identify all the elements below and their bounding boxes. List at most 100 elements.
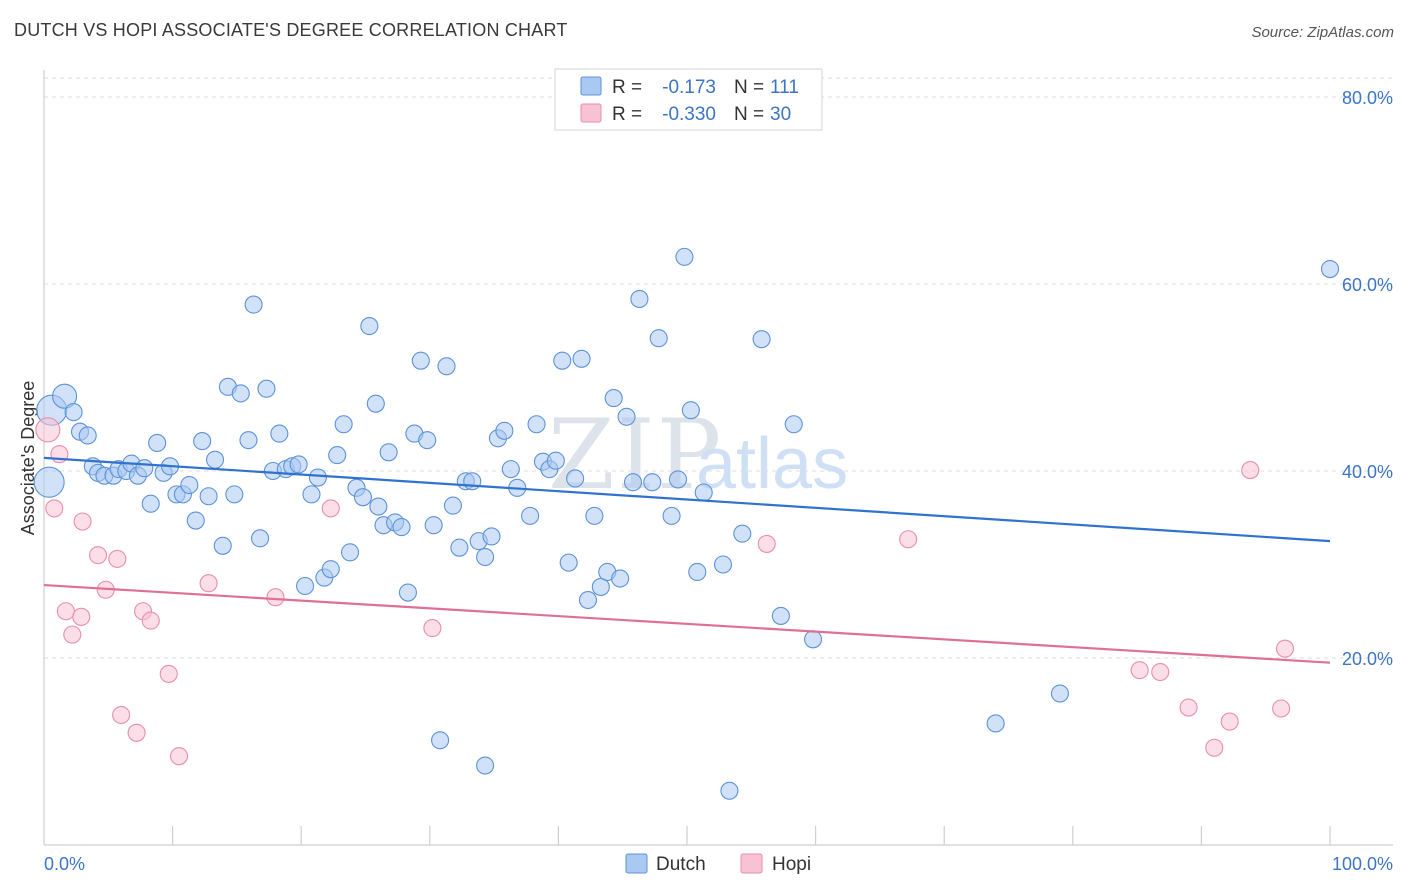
trendlines (43, 456, 1331, 664)
dutch-point (784, 415, 803, 434)
bottom-legend-swatch-hopi (740, 853, 763, 874)
dutch-point (713, 555, 733, 574)
legend-r-label-hopi: R = (612, 104, 642, 125)
dutch-point (681, 401, 700, 420)
y-tick-label-40: 40.0% (1342, 462, 1393, 482)
dutch-point (64, 403, 83, 422)
legend-r-value-hopi: -0.330 (662, 104, 716, 125)
hopi-point (899, 530, 918, 549)
dutch-point (623, 473, 643, 492)
dutch-point (353, 488, 372, 507)
dutch-point (675, 247, 694, 266)
hopi-point (266, 588, 285, 607)
dutch-point (585, 506, 604, 525)
hopi-point (1220, 712, 1239, 731)
dutch-point (250, 529, 270, 548)
watermark: ZIP atlas (548, 399, 848, 511)
dutch-point (662, 506, 681, 525)
dutch-point (688, 562, 707, 582)
x-ticks (172, 826, 1331, 845)
legend-r-label-dutch: R = (612, 77, 642, 98)
dutch-point (771, 606, 790, 625)
y-tick-label-20: 20.0% (1342, 649, 1393, 669)
hopi-point (321, 499, 340, 518)
dutch-point (379, 443, 398, 462)
hopi-point (1151, 662, 1170, 682)
y-axis-label: Associate's Degree (18, 381, 38, 536)
hopi-point (1241, 461, 1260, 480)
dutch-point (141, 494, 160, 513)
dutch-point (643, 473, 662, 492)
dutch-point (431, 731, 450, 750)
hopi-point (45, 499, 64, 518)
hopi-point (56, 602, 75, 621)
dutch-point (572, 349, 591, 368)
dutch-point (341, 543, 360, 562)
dutch-point (78, 426, 97, 445)
dutch-point (411, 351, 430, 370)
legend-swatch-hopi (580, 103, 602, 123)
legend: R = -0.173 N = 111 R = -0.330 N = 30 (554, 68, 823, 131)
source-label: Source: ZipAtlas.com (1251, 24, 1394, 41)
y-tick-label-60: 60.0% (1342, 275, 1393, 295)
dutch-point (527, 415, 546, 434)
dutch-point (418, 431, 437, 450)
series-dutch (33, 247, 1340, 800)
bottom-legend: Dutch Hopi (625, 853, 811, 875)
dutch-point (257, 379, 276, 398)
dutch-point (437, 357, 456, 376)
hopi-point (159, 664, 178, 683)
dutch-point (369, 497, 388, 516)
dutch-point (424, 516, 443, 535)
dutch-point (52, 383, 78, 409)
x-tick-label-min: 0.0% (44, 854, 85, 874)
hopi-point (72, 607, 91, 626)
dutch-point (135, 459, 154, 478)
dutch-point (443, 496, 462, 515)
legend-n-value-dutch: 111 (770, 77, 799, 98)
dutch-point (148, 433, 167, 453)
dutch-point (546, 451, 565, 470)
dutch-point (296, 576, 315, 596)
dutch-point (733, 524, 752, 543)
dutch-point (270, 424, 289, 443)
dutch-point (225, 485, 244, 504)
dutch-point (668, 470, 688, 489)
hopi-point (169, 747, 189, 766)
dutch-point (199, 487, 218, 506)
series-hopi (35, 417, 1295, 766)
dutch-point (231, 384, 250, 403)
hopi-point (127, 723, 146, 742)
hopi-point (88, 546, 108, 565)
dutch-point (213, 536, 232, 555)
dutch-point (553, 351, 572, 370)
hopi-point (73, 512, 92, 531)
bottom-legend-swatch-dutch (625, 853, 648, 874)
dutch-point (186, 511, 205, 530)
dutch-point (33, 466, 65, 498)
hopi-point (141, 611, 160, 630)
axes (43, 70, 1393, 846)
dutch-point (366, 394, 385, 413)
dutch-point (617, 407, 636, 426)
dutch-point (360, 317, 379, 336)
dutch-point (752, 330, 771, 349)
dutch-point (694, 483, 713, 502)
dutch-point (986, 714, 1005, 733)
dutch-point (495, 421, 514, 440)
dutch-point (501, 460, 520, 479)
hopi-point (63, 625, 82, 644)
dutch-point (476, 547, 495, 567)
watermark-atlas: atlas (696, 424, 848, 504)
dutch-point (591, 577, 610, 596)
chart-title: DUTCH VS HOPI ASSOCIATE'S DEGREE CORRELA… (14, 20, 568, 40)
dutch-point (239, 431, 258, 450)
dutch-point (302, 485, 321, 504)
x-tick-labels: 0.0% 100.0% (44, 854, 1393, 874)
x-tick-label-max: 100.0% (1332, 854, 1393, 874)
dutch-point (559, 553, 578, 572)
dutch-point (463, 472, 482, 491)
hopi-point (108, 549, 127, 568)
hopi-point (1130, 661, 1149, 680)
hopi-point (1205, 738, 1224, 757)
